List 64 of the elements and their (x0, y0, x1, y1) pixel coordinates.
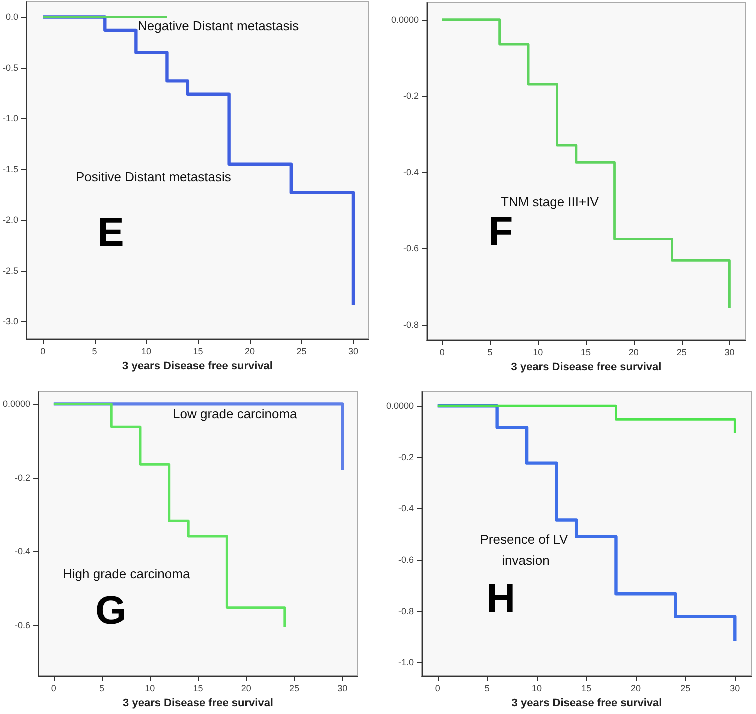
x-tick-label: 20 (628, 348, 639, 358)
x-axis-title: 3 years Disease free survival (123, 698, 274, 710)
x-tick-label: 0 (40, 346, 46, 356)
x-tick-label: 15 (581, 348, 592, 358)
x-tick-label: 5 (488, 348, 493, 358)
y-tick-label: -0.6 (398, 555, 414, 566)
y-tick-label: -0.6 (403, 244, 419, 254)
y-tick-label: -0.4 (403, 167, 419, 178)
x-axis-title: 3 years Disease free survival (122, 360, 273, 372)
x-tick-label: 5 (92, 346, 98, 356)
annotation: F (488, 210, 514, 254)
annotation: H (486, 577, 516, 621)
y-tick-label: -0.5 (2, 62, 19, 73)
x-tick-label: 20 (241, 684, 252, 694)
series-label: Positive Distant metastasis (76, 170, 232, 184)
y-tick-label: -2.5 (2, 266, 19, 276)
y-tick-label: -2.0 (2, 215, 19, 226)
annotation: G (95, 589, 127, 633)
y-tick-label: -0.2 (398, 452, 414, 462)
y-tick-label: 0.0000 (2, 399, 31, 410)
y-tick-label: -1.0 (2, 114, 19, 124)
x-tick-label: 30 (338, 684, 348, 694)
x-tick-label: 0 (51, 684, 56, 694)
x-tick-label: 15 (581, 684, 592, 694)
x-tick-label: 20 (245, 346, 256, 356)
x-tick-label: 20 (631, 684, 642, 694)
y-tick-label: -0.2 (15, 472, 31, 483)
annotation: E (98, 211, 124, 255)
x-tick-label: 10 (142, 346, 152, 356)
x-tick-label: 30 (730, 684, 740, 694)
x-tick-label: 25 (289, 684, 300, 694)
x-axis-title: 3 years Disease free survival (512, 698, 662, 710)
y-tick-label: -3.0 (2, 316, 19, 327)
x-tick-label: 5 (484, 684, 490, 694)
x-tick-label: 10 (145, 684, 156, 694)
x-tick-label: 30 (348, 346, 358, 356)
y-tick-label: -0.8 (403, 320, 419, 330)
y-tick-label: 0.0 (6, 12, 19, 22)
series-label: Negative Distant metastasis (138, 18, 300, 34)
y-tick-label: -0.4 (398, 504, 414, 514)
y-tick-label: -0.2 (403, 91, 419, 102)
x-axis-title: 3 years Disease free survival (511, 362, 662, 374)
x-tick-label: 30 (724, 348, 735, 358)
x-tick-label: 15 (193, 346, 204, 356)
series-label: Low grade carcinoma (173, 406, 298, 422)
y-tick-label: -1.0 (398, 658, 414, 668)
y-tick-label: 0.0000 (386, 401, 414, 412)
x-tick-label: 25 (676, 348, 687, 358)
text: High grade carcinoma (63, 566, 191, 582)
x-tick-label: 0 (440, 348, 445, 358)
y-tick-label: -1.5 (2, 164, 19, 174)
series-label: TNM stage III+IV (501, 194, 600, 210)
x-tick-label: 5 (100, 684, 105, 694)
y-tick-label: -0.8 (398, 606, 414, 616)
series-label: Presence of LV invasion (480, 532, 572, 568)
x-tick-label: 10 (532, 684, 542, 694)
x-tick-label: 25 (680, 684, 691, 694)
y-tick-label: 0.0000 (391, 14, 419, 25)
x-tick-label: 10 (533, 348, 544, 358)
y-tick-label: -0.6 (15, 620, 31, 630)
x-tick-label: 15 (193, 684, 204, 694)
x-tick-label: 0 (435, 684, 440, 694)
x-tick-label: 25 (296, 346, 307, 356)
y-tick-label: -0.4 (15, 546, 31, 557)
